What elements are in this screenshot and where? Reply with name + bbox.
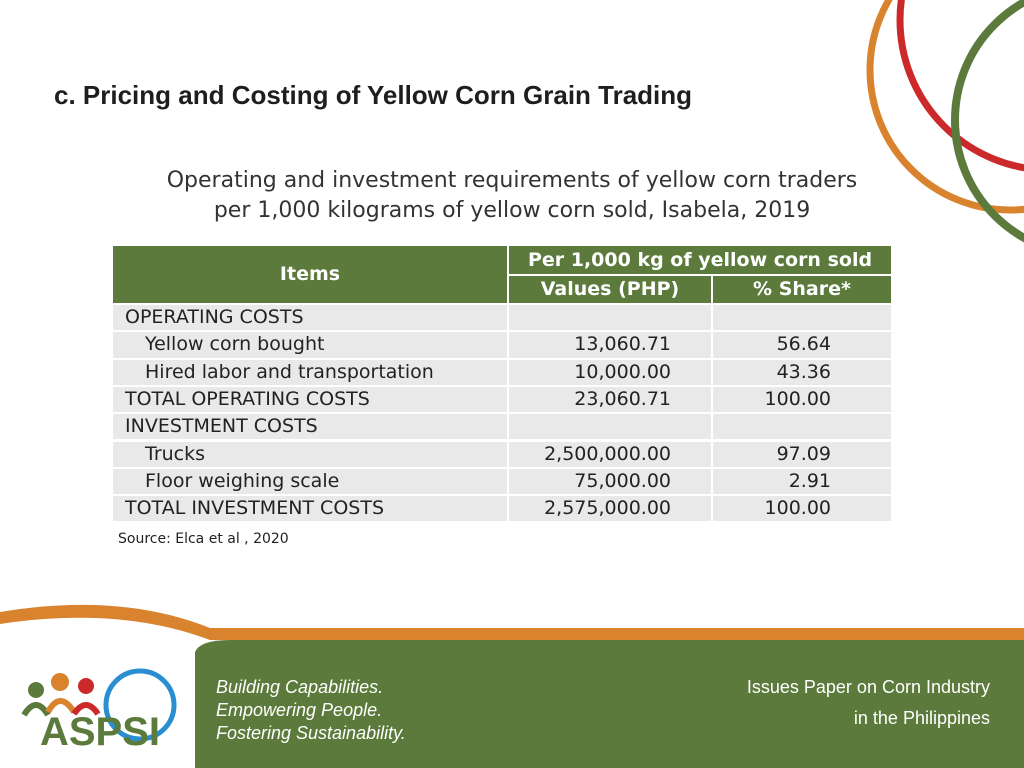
item-cell: Trucks: [113, 441, 507, 467]
share-cell: 97.09: [713, 441, 891, 467]
share-cell: 100.00: [713, 496, 891, 522]
value-cell: 10,000.00: [509, 359, 711, 385]
item-cell: Floor weighing scale: [113, 468, 507, 495]
arc-green: [951, 0, 1024, 243]
caption-line: per 1,000 kilograms of yellow corn sold,…: [213, 198, 811, 223]
share-cell: 43.36: [713, 359, 891, 385]
item-cell: Hired labor and transportation: [113, 359, 507, 385]
share-cell: [713, 305, 891, 331]
item-cell: TOTAL OPERATING COSTS: [113, 386, 507, 413]
value-cell: 75,000.00: [509, 468, 711, 495]
slide-title: c. Pricing and Costing of Yellow Corn Gr…: [54, 80, 693, 110]
arc-orange: [866, 0, 1024, 214]
item-cell: TOTAL INVESTMENT COSTS: [113, 496, 507, 522]
value-cell: [509, 414, 711, 440]
value-cell: 13,060.71: [509, 332, 711, 358]
header-cell: Items: [113, 246, 507, 303]
tagline: Empowering People.: [216, 700, 383, 720]
value-cell: [509, 305, 711, 331]
footer-green: [195, 640, 1024, 768]
value-cell: 23,060.71: [509, 386, 711, 413]
item-cell: INVESTMENT COSTS: [113, 414, 507, 440]
share-cell: 2.91: [713, 468, 891, 495]
publication: Issues Paper on Corn Industry: [746, 677, 990, 697]
header-cell: Per 1,000 kg of yellow corn sold: [509, 246, 891, 274]
footer-band: [0, 604, 1024, 640]
header-cell: % Share*: [713, 276, 891, 303]
item-cell: Yellow corn bought: [113, 332, 507, 358]
item-cell: OPERATING COSTS: [113, 305, 507, 331]
tagline: Fostering Sustainability.: [216, 723, 406, 743]
value-cell: 2,575,000.00: [509, 496, 711, 522]
arc-red: [896, 0, 1024, 172]
publication: in the Philippines: [853, 708, 990, 728]
value-cell: 2,500,000.00: [509, 441, 711, 467]
share-cell: 56.64: [713, 332, 891, 358]
share-cell: 100.00: [713, 386, 891, 413]
source: Source: Elca et al , 2020: [118, 531, 289, 547]
header-cell: Values (PHP): [509, 276, 711, 303]
share-cell: [713, 414, 891, 440]
caption-line: Operating and investment requirements of…: [166, 168, 858, 193]
logo-text: ASPSI: [40, 710, 160, 754]
tagline: Building Capabilities.: [216, 677, 384, 697]
